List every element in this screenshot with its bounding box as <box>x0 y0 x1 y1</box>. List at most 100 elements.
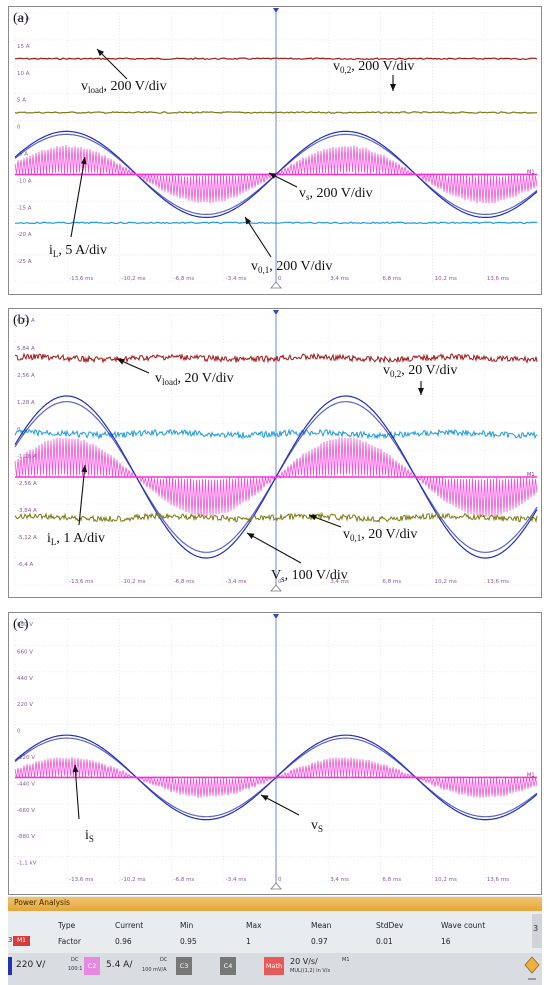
y-tick-label: 1,28 A <box>17 400 35 406</box>
annotation-label: iS <box>85 828 94 844</box>
value-mean: 0.97 <box>311 937 328 946</box>
power-analysis-bar[interactable]: Power Analysis <box>8 897 542 911</box>
y-tick-label: -15 A <box>17 205 32 211</box>
annotation-arrowhead-icon <box>97 49 105 57</box>
x-tick-label: -6,8 ms <box>174 276 195 282</box>
annotation-arrowhead-icon <box>80 157 87 165</box>
chart-a: 20 A 15 A 10 A 5 A 0 -5 A -10 A -15 A -20 A -25 A… <box>13 8 538 289</box>
trigger-marker-icon[interactable] <box>273 614 279 619</box>
annotation: v0,2, 200 V/div <box>333 59 414 91</box>
annotation-label: vs, 200 V/div <box>299 186 373 202</box>
c2-sub-bot: 100 mV/A <box>142 967 167 973</box>
panel-c: 880 V 660 V 440 V 220 V 0 -220 V -440 V -660 V -… <box>8 612 542 895</box>
y-tick-label: -440 V <box>17 781 35 787</box>
x-tick-label: 13,6 ms <box>487 579 509 585</box>
x-tick-label: 13,6 ms <box>487 877 509 883</box>
c1-color-swatch <box>8 957 12 975</box>
channel-math[interactable]: Math 20 V/s/ MUL((1,2) In V/s M1 <box>264 957 360 975</box>
time-origin-icon[interactable] <box>270 882 282 890</box>
x-tick-label: 3,4 ms <box>330 877 349 883</box>
y-tick-label: 220 V <box>17 702 33 708</box>
x-tick-label: 6,8 ms <box>382 877 401 883</box>
header-type: Type <box>58 921 76 930</box>
channel-c1[interactable]: 220 V/ DC 100:1 <box>8 957 83 975</box>
x-tick-label: -13,6 ms <box>69 276 93 282</box>
c1-sub-bot: 100:1 <box>68 966 83 972</box>
annotation-label: vload, 200 V/div <box>81 79 167 95</box>
annotation-arrow <box>244 216 272 258</box>
x-tick-label: -6,8 ms <box>174 877 195 883</box>
y-tick-label: 660 V <box>17 649 33 655</box>
chart-c: 880 V 660 V 440 V 220 V 0 -220 V -440 V -660 V -… <box>13 614 538 890</box>
x-tick-label: 6,8 ms <box>382 276 401 282</box>
annotation-arrowhead-icon <box>261 795 269 801</box>
annotation: v0,1, 200 V/div <box>244 216 332 275</box>
row-prefix: 3: <box>8 936 15 944</box>
x-tick-label: 0 <box>278 276 282 282</box>
header-min: Min <box>180 921 194 930</box>
x-tick-label: 13,6 ms <box>487 276 509 282</box>
x-tick-label: 3,4 ms <box>330 276 349 282</box>
panel-b: 6,32 A 5,84 A 2,56 A 1,28 A 0 -1,28 A -2,56 A-… <box>8 308 542 598</box>
annotation-arrowhead-icon <box>309 514 317 521</box>
channel-c2[interactable]: C2 5.4 A/ DC 100 mV/A <box>84 957 174 975</box>
y-tick-label: -1,1 kV <box>17 861 37 867</box>
math-marker-label: M1 <box>527 772 535 778</box>
time-origin-icon[interactable] <box>270 281 282 289</box>
channel-bar: 220 V/ DC 100:1 C2 5.4 A/ DC 100 mV/A C3… <box>8 953 542 985</box>
y-tick-label: 0 <box>17 125 21 131</box>
trace <box>14 437 538 518</box>
row-badge-m1[interactable]: M1 <box>13 936 30 946</box>
x-tick-label: 10,2 ms <box>435 276 457 282</box>
annotation-label: v0,1, 200 V/div <box>251 259 332 275</box>
series-vload <box>14 57 538 61</box>
series-vload <box>14 352 538 364</box>
y-tick-label: -220 V <box>17 755 35 761</box>
trigger-marker-icon[interactable] <box>273 8 279 13</box>
annotation-label: iL, 1 A/div <box>47 531 105 547</box>
annotation-arrow <box>78 464 86 526</box>
trace <box>14 352 538 364</box>
c1-sub-top: DC <box>71 957 79 963</box>
panel-label: (a) <box>13 11 29 26</box>
y-tick-label: 2,56 A <box>17 373 35 379</box>
trace <box>14 757 538 798</box>
channel-c3[interactable]: C3 <box>176 957 216 975</box>
y-tick-label: -5,12 A <box>17 535 37 541</box>
annotation-label: vS <box>311 818 323 834</box>
annotation: Vs, 100 V/div <box>246 532 348 584</box>
value-current: 0.96 <box>115 937 132 946</box>
annotation: iL, 5 A/div <box>49 156 107 259</box>
annotation-label: v0,2, 20 V/div <box>383 363 457 379</box>
annotation: v0,1, 20 V/div <box>308 514 417 543</box>
annotation: vs, 200 V/div <box>268 172 373 202</box>
annotation-arrowhead-icon <box>81 465 88 473</box>
value-min: 0.95 <box>180 937 197 946</box>
trigger-marker-icon[interactable] <box>273 310 279 315</box>
annotation: v0,2, 20 V/div <box>383 363 457 395</box>
y-tick-label: -5 A <box>17 152 28 158</box>
time-origin-icon[interactable] <box>270 584 282 592</box>
y-tick-label: 6,32 A <box>17 318 35 324</box>
c2-sub-top: DC <box>160 957 168 963</box>
y-tick-label: 5 A <box>17 98 26 104</box>
y-tick-label: 880 V <box>17 622 33 628</box>
y-tick-label: 440 V <box>17 676 33 682</box>
side-scroll-handle[interactable]: 3 <box>532 914 542 948</box>
math-tag: Math <box>264 957 284 975</box>
header-max: Max <box>246 921 262 930</box>
x-tick-label: -10,2 ms <box>121 276 145 282</box>
channel-c4[interactable]: C4 <box>220 957 260 975</box>
y-tick-label: 0 <box>17 729 21 735</box>
header-stddev: StdDev <box>376 921 404 930</box>
y-tick-label: -25 A <box>17 259 32 265</box>
annotation-arrowhead-icon <box>117 359 125 365</box>
panel-label: (c) <box>13 617 29 632</box>
x-tick-label: -3,4 ms <box>226 276 247 282</box>
annotation-label: vload, 20 V/div <box>155 371 234 387</box>
c2-tag: C2 <box>84 957 100 975</box>
x-tick-label: -10,2 ms <box>121 579 145 585</box>
y-tick-label: 10 A <box>17 71 30 77</box>
panel-label: (b) <box>13 313 30 328</box>
corner-expand-icon[interactable] <box>524 955 540 983</box>
